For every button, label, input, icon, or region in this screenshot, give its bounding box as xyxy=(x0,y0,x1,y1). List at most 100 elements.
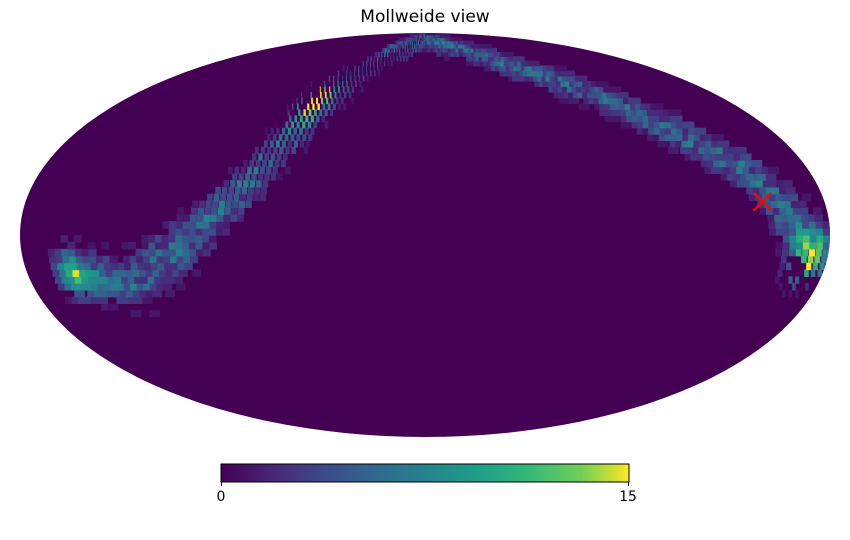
density-pixel xyxy=(816,228,824,236)
density-pixel xyxy=(305,115,309,123)
density-pixel xyxy=(335,97,339,105)
density-pixel xyxy=(757,200,767,208)
density-pixel xyxy=(350,97,354,105)
density-pixel xyxy=(788,276,793,284)
density-pixel xyxy=(114,276,125,284)
density-pixel xyxy=(762,180,774,188)
density-pixel xyxy=(176,214,184,222)
density-pixel xyxy=(799,207,809,215)
density-pixel xyxy=(211,207,218,215)
density-pixel xyxy=(787,214,796,222)
density-pixel xyxy=(408,37,412,42)
density-pixel xyxy=(137,262,147,271)
density-pixel xyxy=(328,75,331,82)
density-pixel xyxy=(717,166,728,174)
density-pixel xyxy=(419,34,422,38)
density-pixel xyxy=(775,228,784,236)
density-pixel xyxy=(221,186,228,195)
density-pixel xyxy=(93,289,105,298)
density-pixel xyxy=(396,51,398,57)
density-pixel xyxy=(117,262,127,271)
density-pixel xyxy=(267,134,271,142)
density-pixel xyxy=(750,159,763,168)
density-pixel xyxy=(170,262,180,271)
density-pixel xyxy=(402,51,404,57)
density-pixel xyxy=(248,186,254,195)
density-pixel xyxy=(790,200,801,208)
density-pixel xyxy=(326,97,329,105)
density-pixel xyxy=(358,65,360,72)
density-pixel xyxy=(49,255,58,264)
density-pixel xyxy=(77,262,87,271)
density-pixel xyxy=(387,51,389,57)
density-pixel xyxy=(346,65,349,72)
density-pixel xyxy=(262,159,267,168)
density-pixel xyxy=(92,269,102,277)
density-pixel xyxy=(443,56,450,62)
density-pixel xyxy=(404,47,406,53)
density-pixel xyxy=(233,193,240,202)
density-pixel xyxy=(802,228,811,236)
density-pixel xyxy=(212,200,219,208)
density-pixel xyxy=(161,241,170,250)
density-pixel xyxy=(203,214,211,222)
density-pixel xyxy=(63,262,74,271)
density-pixel xyxy=(332,103,336,110)
density-pixel xyxy=(109,255,119,264)
density-pixel xyxy=(272,134,277,142)
density-pixel xyxy=(71,283,82,291)
density-pixel xyxy=(156,255,165,264)
density-pixel xyxy=(664,134,677,142)
density-pixel xyxy=(821,255,827,264)
density-pixel xyxy=(60,235,69,243)
density-pixel xyxy=(165,269,175,277)
density-pixel xyxy=(512,75,522,82)
density-pixel xyxy=(642,127,654,135)
density-pixel xyxy=(369,65,371,72)
density-pixel xyxy=(202,221,210,229)
density-pixel xyxy=(387,47,391,53)
density-pixel xyxy=(770,200,780,208)
density-pixel xyxy=(259,193,266,202)
density-pixel xyxy=(240,166,246,174)
density-pixel xyxy=(87,241,96,250)
density-pixel xyxy=(89,255,98,264)
density-pixel xyxy=(568,97,580,105)
density-pixel xyxy=(792,207,802,215)
density-pixel xyxy=(422,44,426,49)
density-pixel xyxy=(261,186,268,195)
density-pixel xyxy=(733,153,746,161)
density-pixel xyxy=(230,180,236,188)
density-pixel xyxy=(321,97,324,105)
density-pixel xyxy=(721,153,733,161)
density-pixel xyxy=(653,134,665,142)
density-pixel xyxy=(399,44,402,49)
density-pixel xyxy=(795,289,799,298)
density-pixel xyxy=(330,97,334,105)
density-pixel xyxy=(407,44,408,49)
density-pixel xyxy=(155,248,164,257)
density-pixel xyxy=(274,159,280,168)
density-pixel xyxy=(134,276,144,284)
density-pixel xyxy=(346,75,347,82)
density-pixel xyxy=(291,103,294,110)
density-pixel xyxy=(670,134,683,142)
density-pixel xyxy=(358,75,361,82)
density-pixel xyxy=(406,37,411,42)
density-pixel xyxy=(74,289,85,298)
density-pixel xyxy=(291,146,296,154)
density-pixel xyxy=(149,255,159,264)
density-pixel xyxy=(259,166,265,174)
density-pixel xyxy=(711,140,724,148)
density-pixel xyxy=(162,248,171,257)
density-pixel xyxy=(709,153,721,161)
density-pixel xyxy=(130,283,140,291)
density-pixel xyxy=(636,127,648,135)
density-pixel xyxy=(390,60,393,67)
density-pixel xyxy=(81,276,92,284)
density-pixel xyxy=(261,146,266,154)
position-marker xyxy=(753,192,772,212)
density-pixel xyxy=(299,127,303,135)
density-pixel xyxy=(270,127,274,135)
density-pixel xyxy=(416,44,418,49)
